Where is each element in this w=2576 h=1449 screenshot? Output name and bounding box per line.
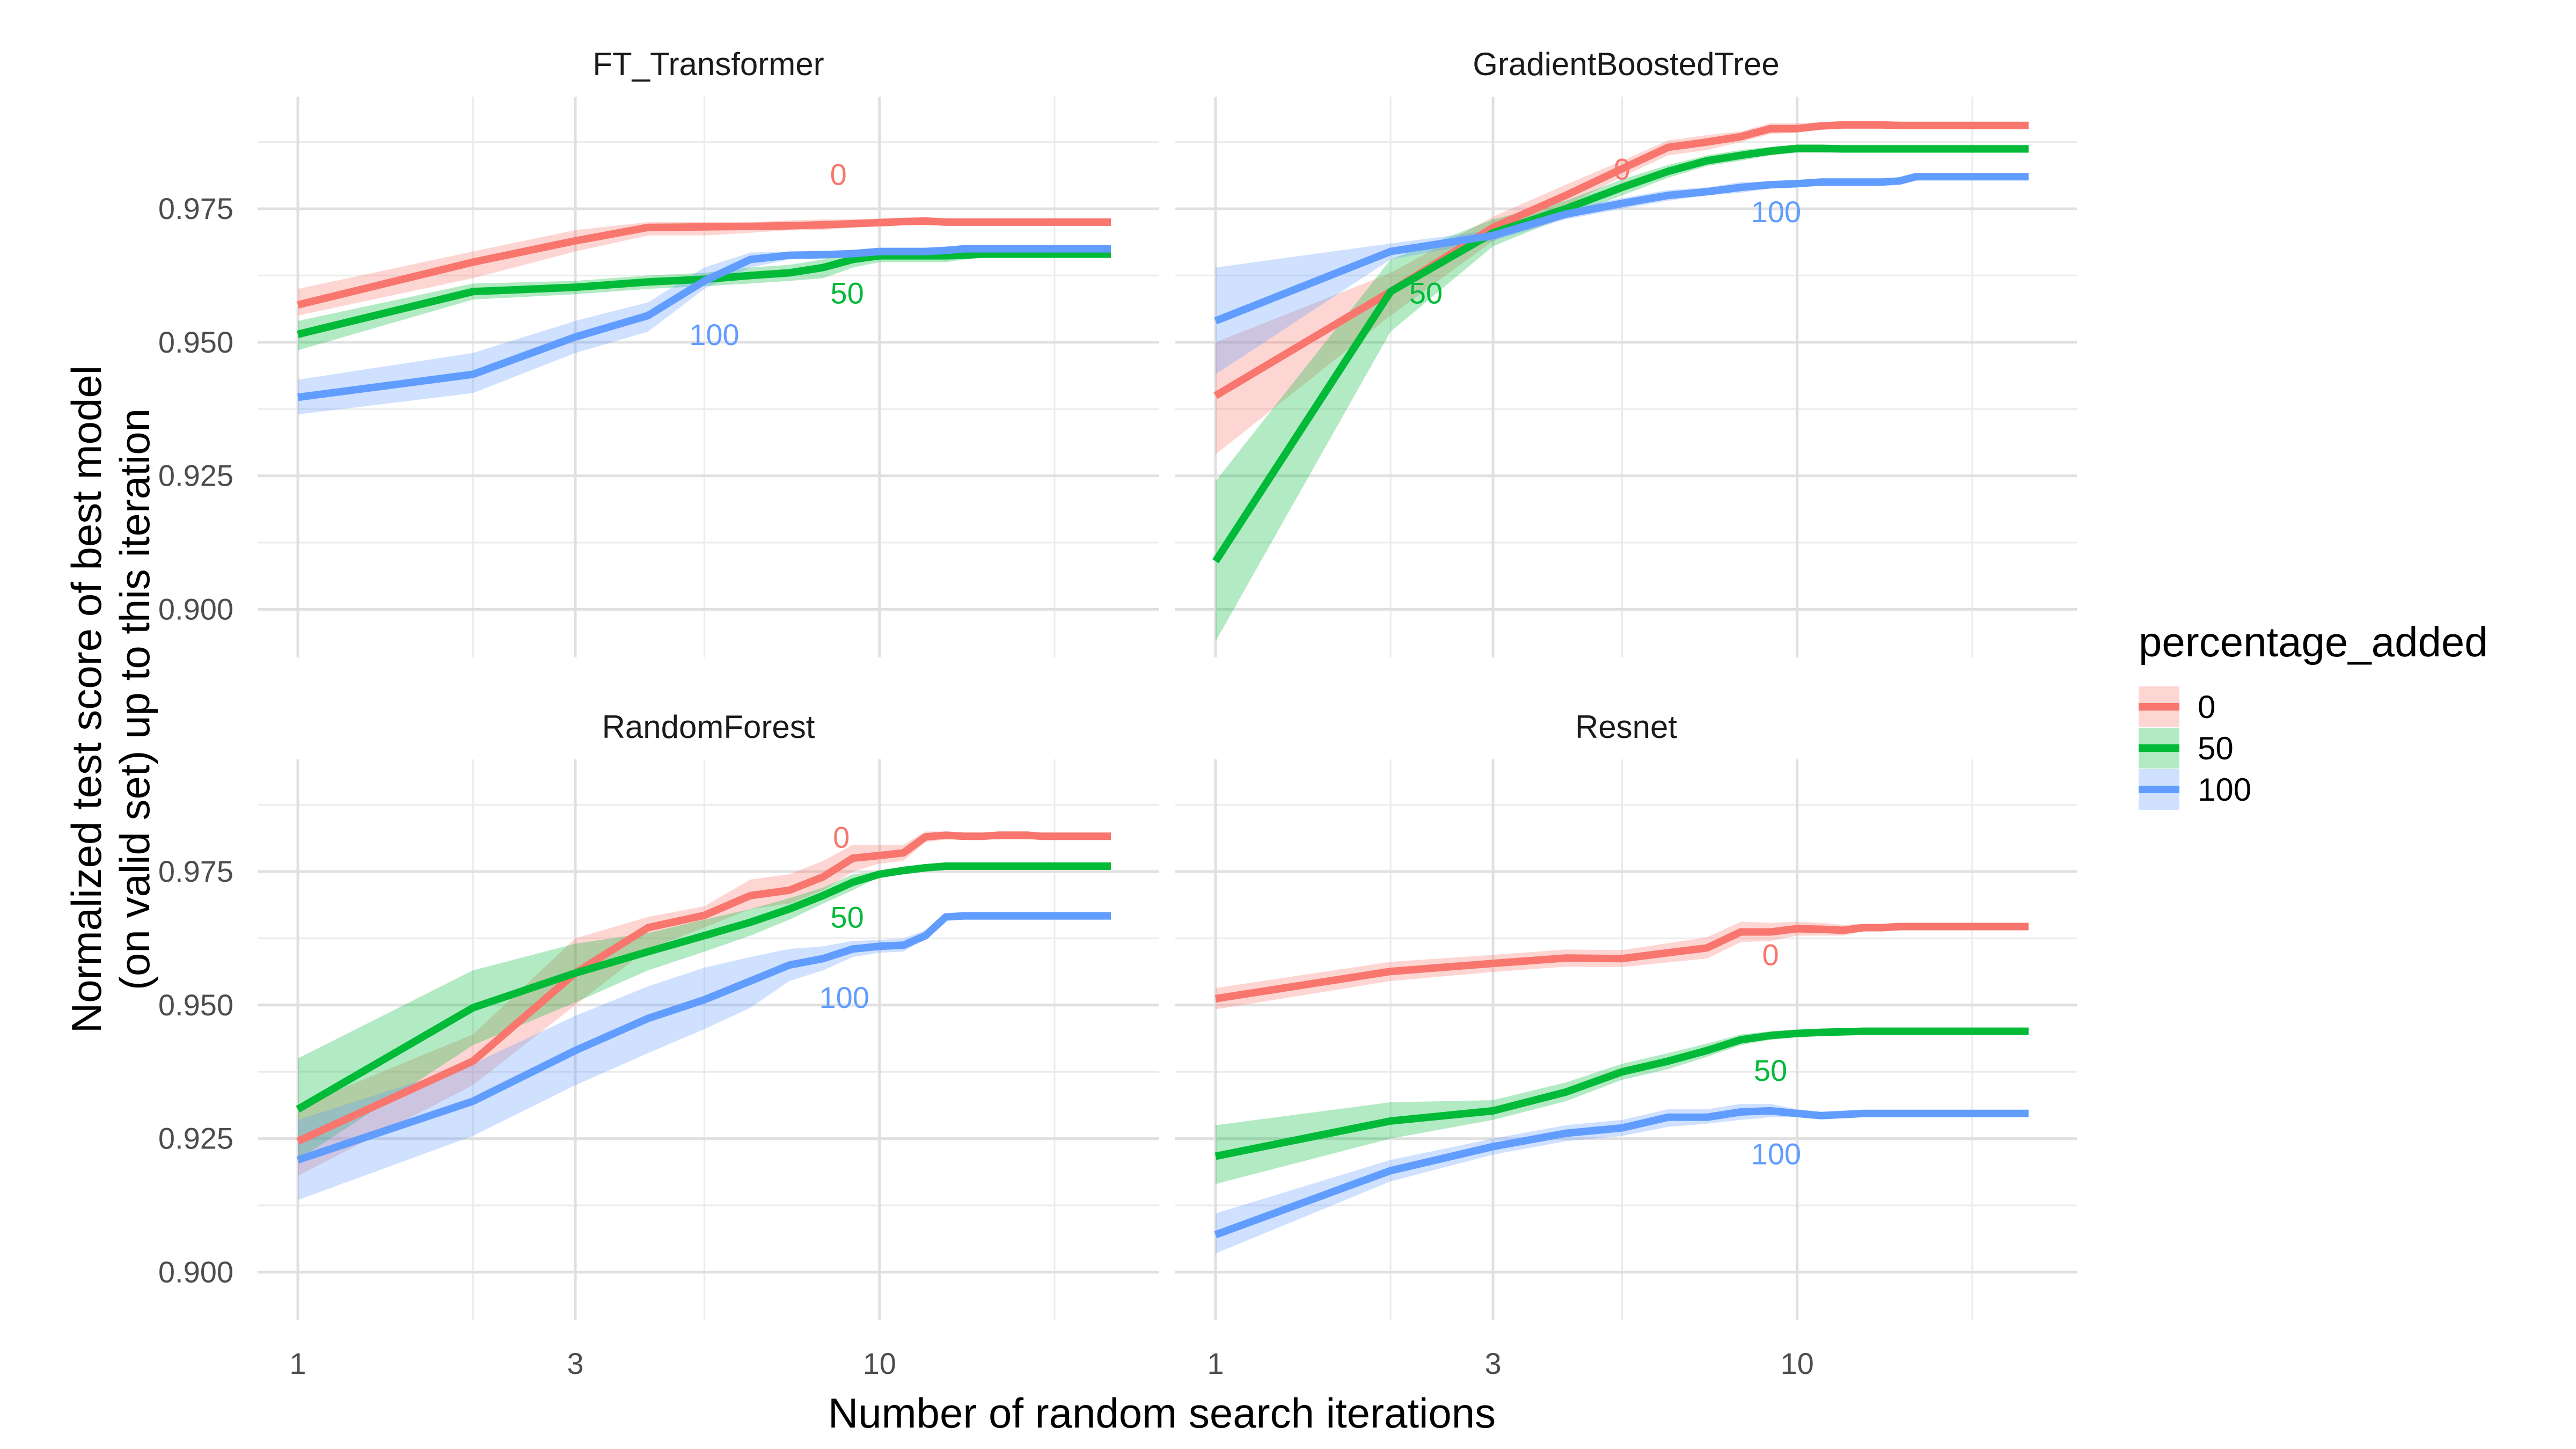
series-line-0	[1213, 121, 2029, 399]
series-label-100: 100	[1751, 1137, 1801, 1170]
series-label-50: 50	[1409, 276, 1443, 310]
legend-key-100: 100	[2139, 769, 2251, 810]
panel-FT_Transformer: FT_Transformer 0.900 0.925 0.950 0.975 0 50 100	[158, 46, 1159, 657]
series-label-50: 50	[1754, 1053, 1787, 1087]
y-tick-label: 0.925	[158, 459, 233, 493]
series-line-50	[1212, 144, 2029, 564]
legend-label: 50	[2198, 730, 2234, 766]
x-tick-label: 3	[1484, 1346, 1501, 1380]
y-tick-label: 0.900	[158, 1255, 233, 1289]
series-label-100: 100	[819, 980, 869, 1014]
chart-panels: FT_Transformer0.9000.9250.9500.975050100…	[158, 46, 2077, 1380]
y-tick-label: 0.975	[158, 192, 233, 225]
series-label-0: 0	[1614, 152, 1630, 186]
axis-titles: Number of random search iterations Norma…	[63, 365, 1496, 1437]
series-line-50	[1214, 1027, 2029, 1160]
series-line-0	[297, 217, 1111, 309]
series-label-100: 100	[1751, 195, 1801, 229]
series-line-50	[296, 862, 1111, 1113]
x-tick-label: 1	[1207, 1346, 1224, 1380]
ribbon-100	[298, 912, 1111, 1201]
legend-label: 100	[2198, 772, 2251, 808]
y-tick-label: 0.950	[158, 325, 233, 359]
y-tick-label: 0.925	[158, 1122, 233, 1155]
y-axis-title-line-2: (on valid set) up to this iteration	[111, 408, 158, 990]
series-label-0: 0	[833, 820, 850, 854]
series-label-0: 0	[830, 157, 847, 191]
series-line-100	[1214, 173, 2029, 325]
legend-title: percentage_added	[2139, 618, 2488, 665]
x-tick-label: 10	[863, 1346, 896, 1380]
series-line-100	[297, 245, 1111, 401]
legend-key-50: 50	[2139, 728, 2234, 769]
legend-keys: 0 50 100	[2139, 686, 2251, 810]
y-axis-title-line-1: Normalized test score of best model	[63, 365, 110, 1033]
x-tick-label: 10	[1781, 1346, 1814, 1380]
series-label-100: 100	[689, 318, 739, 352]
panel-title: Resnet	[1575, 709, 1677, 745]
legend-label: 0	[2198, 689, 2215, 725]
ribbon-100	[298, 246, 1111, 415]
legend: percentage_added 0 50 100	[2139, 618, 2488, 810]
ribbon-0	[1216, 121, 2029, 455]
panel-GradientBoostedTree: GradientBoostedTree 0 50 100	[1175, 46, 2077, 657]
series-line-100	[1214, 1107, 2029, 1239]
series-line-100	[296, 912, 1111, 1164]
panel-title: RandomForest	[602, 709, 815, 745]
x-axis-title: Number of random search iterations	[828, 1389, 1496, 1437]
y-tick-label: 0.950	[158, 988, 233, 1022]
series-line-0	[1214, 923, 2029, 1002]
series-label-50: 50	[830, 901, 863, 934]
ribbon-50	[298, 250, 1111, 350]
panel-title: GradientBoostedTree	[1473, 46, 1779, 82]
legend-key-0: 0	[2139, 686, 2215, 727]
x-tick-label: 3	[567, 1346, 583, 1380]
panel-title: FT_Transformer	[592, 46, 824, 82]
series-label-0: 0	[1762, 938, 1779, 971]
series-label-50: 50	[830, 276, 863, 310]
ribbon-50	[1216, 1028, 2029, 1184]
ribbon-50	[1216, 144, 2029, 642]
series-line-0	[296, 831, 1111, 1145]
x-tick-label: 1	[289, 1346, 306, 1380]
y-tick-label: 0.900	[158, 592, 233, 626]
ribbon-0	[1216, 921, 2029, 1009]
y-tick-label: 0.975	[158, 854, 233, 888]
